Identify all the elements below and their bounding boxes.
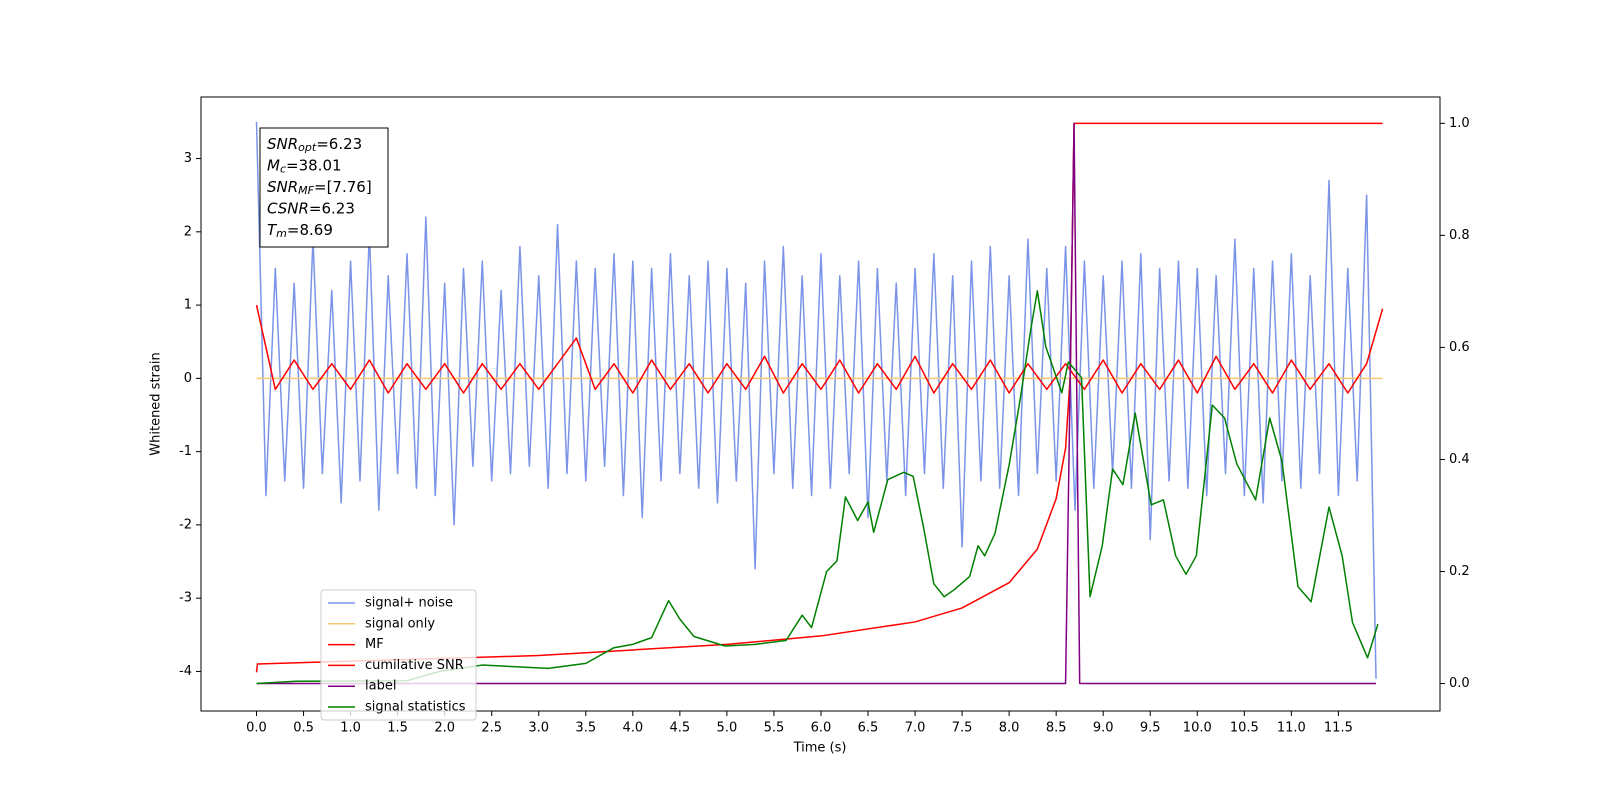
y2-tick-label: 0.4 [1449, 452, 1470, 467]
y2-tick-label: 0.2 [1449, 564, 1470, 579]
x-tick-label: 11.5 [1324, 721, 1353, 736]
annotation-subscript: opt [298, 141, 317, 154]
y2-tick-label: 0.0 [1449, 676, 1470, 691]
annotation-subscript: c [280, 163, 286, 176]
annotation-value: =38.01 [286, 156, 342, 174]
y-tick-label: -2 [179, 517, 192, 532]
annotation: SNRopt=6.23Mc=38.01SNRMF=[7.76]CSNR=6.23… [259, 127, 389, 248]
x-tick-label: 7.5 [952, 721, 973, 736]
series-line [255, 304, 1384, 394]
y-tick-label: -3 [179, 591, 192, 606]
x-tick-label: 2.0 [434, 721, 455, 736]
x-tick-label: 9.0 [1093, 721, 1114, 736]
legend-label: MF [365, 637, 384, 652]
y-tick-label: 0 [184, 371, 192, 386]
x-tick-label: 3.5 [575, 721, 596, 736]
annotation-symbol: T [267, 221, 278, 239]
y2-tick-label: 1.0 [1449, 116, 1470, 131]
axes-frame [200, 96, 1441, 712]
x-tick-label: 4.0 [622, 721, 643, 736]
y2-tick-label: 0.6 [1449, 340, 1470, 355]
legend-label: signal statistics [365, 700, 466, 715]
x-tick-label: 8.5 [1046, 721, 1067, 736]
annotation-symbol: SNR [267, 135, 298, 153]
legend-label: signal+ noise [365, 596, 453, 611]
legend: signal+ noise signal only MF cumilative SNR… [320, 589, 477, 721]
annotation-line: Mc=38.01 [267, 156, 342, 176]
x-tick-label: 10.0 [1183, 721, 1212, 736]
x-tick-label: 7.0 [905, 721, 926, 736]
annotation-box [259, 127, 389, 248]
y-tick-label: -4 [179, 664, 192, 679]
legend-label: cumilative SNR [365, 658, 464, 673]
annotation-symbol: CSNR [267, 199, 309, 217]
annotation-line: SNRMF=[7.76] [267, 178, 372, 198]
y-tick-label: 2 [184, 224, 192, 239]
x-tick-label: 6.5 [858, 721, 879, 736]
series-line [255, 121, 1377, 679]
x-tick-label: 8.0 [999, 721, 1020, 736]
x-tick-label: 1.0 [340, 721, 361, 736]
y2-tick-label: 0.8 [1449, 228, 1470, 243]
x-tick-label: 6.0 [811, 721, 832, 736]
series-line [256, 122, 1377, 685]
annotation-value: =8.69 [287, 221, 333, 239]
x-tick-label: 10.5 [1230, 721, 1259, 736]
x-tick-label: 2.5 [481, 721, 502, 736]
x-tick-label: 5.0 [717, 721, 738, 736]
annotation-line: CSNR=6.23 [267, 199, 355, 217]
legend-box [320, 589, 477, 721]
y-axis-label: Whitened strain [149, 352, 164, 455]
annotation-value: =6.23 [309, 199, 355, 217]
x-tick-label: 0.5 [293, 721, 314, 736]
annotation-line: SNRopt=6.23 [267, 135, 362, 155]
legend-label: label [365, 679, 396, 694]
x-tick-label: 3.0 [528, 721, 549, 736]
annotation-line: Tm=8.69 [267, 221, 333, 241]
annotation-subscript: MF [298, 184, 314, 197]
x-tick-label: 11.0 [1277, 721, 1306, 736]
x-tick-label: 1.5 [387, 721, 408, 736]
series-line [256, 290, 1379, 685]
y-tick-label: 1 [184, 298, 192, 313]
legend-label: signal only [365, 616, 435, 631]
x-tick-label: 4.5 [670, 721, 691, 736]
x-axis-label: Time (s) [793, 741, 847, 756]
x-tick-label: 9.5 [1140, 721, 1161, 736]
annotation-value: =[7.76] [314, 178, 372, 196]
x-tick-label: 5.5 [764, 721, 785, 736]
annotation-value: =6.23 [316, 135, 362, 153]
annotation-symbol: M [267, 156, 280, 174]
annotation-symbol: SNR [267, 178, 298, 196]
annotation-subscript: m [276, 227, 287, 240]
y-tick-label: 3 [184, 151, 192, 166]
x-tick-label: 0.0 [246, 721, 267, 736]
series-group [255, 121, 1384, 685]
y-tick-label: -1 [179, 444, 192, 459]
